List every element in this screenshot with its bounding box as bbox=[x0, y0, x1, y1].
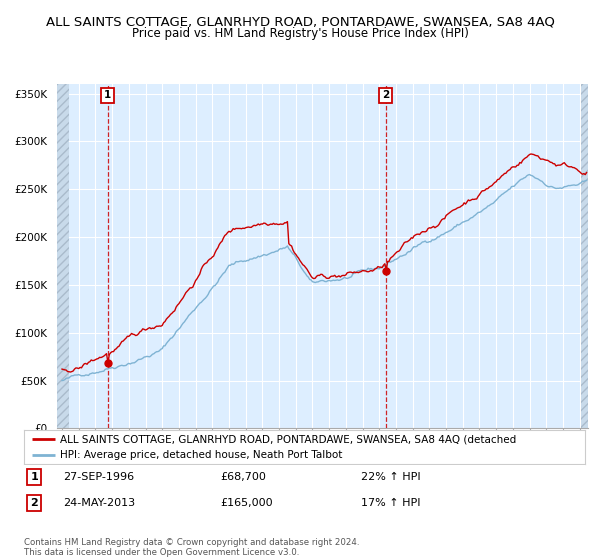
Text: 1: 1 bbox=[30, 472, 38, 482]
Text: 22% ↑ HPI: 22% ↑ HPI bbox=[361, 472, 420, 482]
Text: 1: 1 bbox=[104, 91, 112, 100]
Text: ALL SAINTS COTTAGE, GLANRHYD ROAD, PONTARDAWE, SWANSEA, SA8 4AQ (detached: ALL SAINTS COTTAGE, GLANRHYD ROAD, PONTA… bbox=[61, 434, 517, 444]
Text: 27-SEP-1996: 27-SEP-1996 bbox=[63, 472, 134, 482]
Text: 17% ↑ HPI: 17% ↑ HPI bbox=[361, 498, 420, 508]
Text: Price paid vs. HM Land Registry's House Price Index (HPI): Price paid vs. HM Land Registry's House … bbox=[131, 27, 469, 40]
Text: HPI: Average price, detached house, Neath Port Talbot: HPI: Average price, detached house, Neat… bbox=[61, 450, 343, 460]
Text: 24-MAY-2013: 24-MAY-2013 bbox=[63, 498, 136, 508]
Text: 2: 2 bbox=[382, 91, 389, 100]
Text: Contains HM Land Registry data © Crown copyright and database right 2024.
This d: Contains HM Land Registry data © Crown c… bbox=[24, 538, 359, 557]
Text: £68,700: £68,700 bbox=[220, 472, 266, 482]
Text: £165,000: £165,000 bbox=[220, 498, 273, 508]
Text: 2: 2 bbox=[30, 498, 38, 508]
Text: ALL SAINTS COTTAGE, GLANRHYD ROAD, PONTARDAWE, SWANSEA, SA8 4AQ: ALL SAINTS COTTAGE, GLANRHYD ROAD, PONTA… bbox=[46, 16, 554, 29]
